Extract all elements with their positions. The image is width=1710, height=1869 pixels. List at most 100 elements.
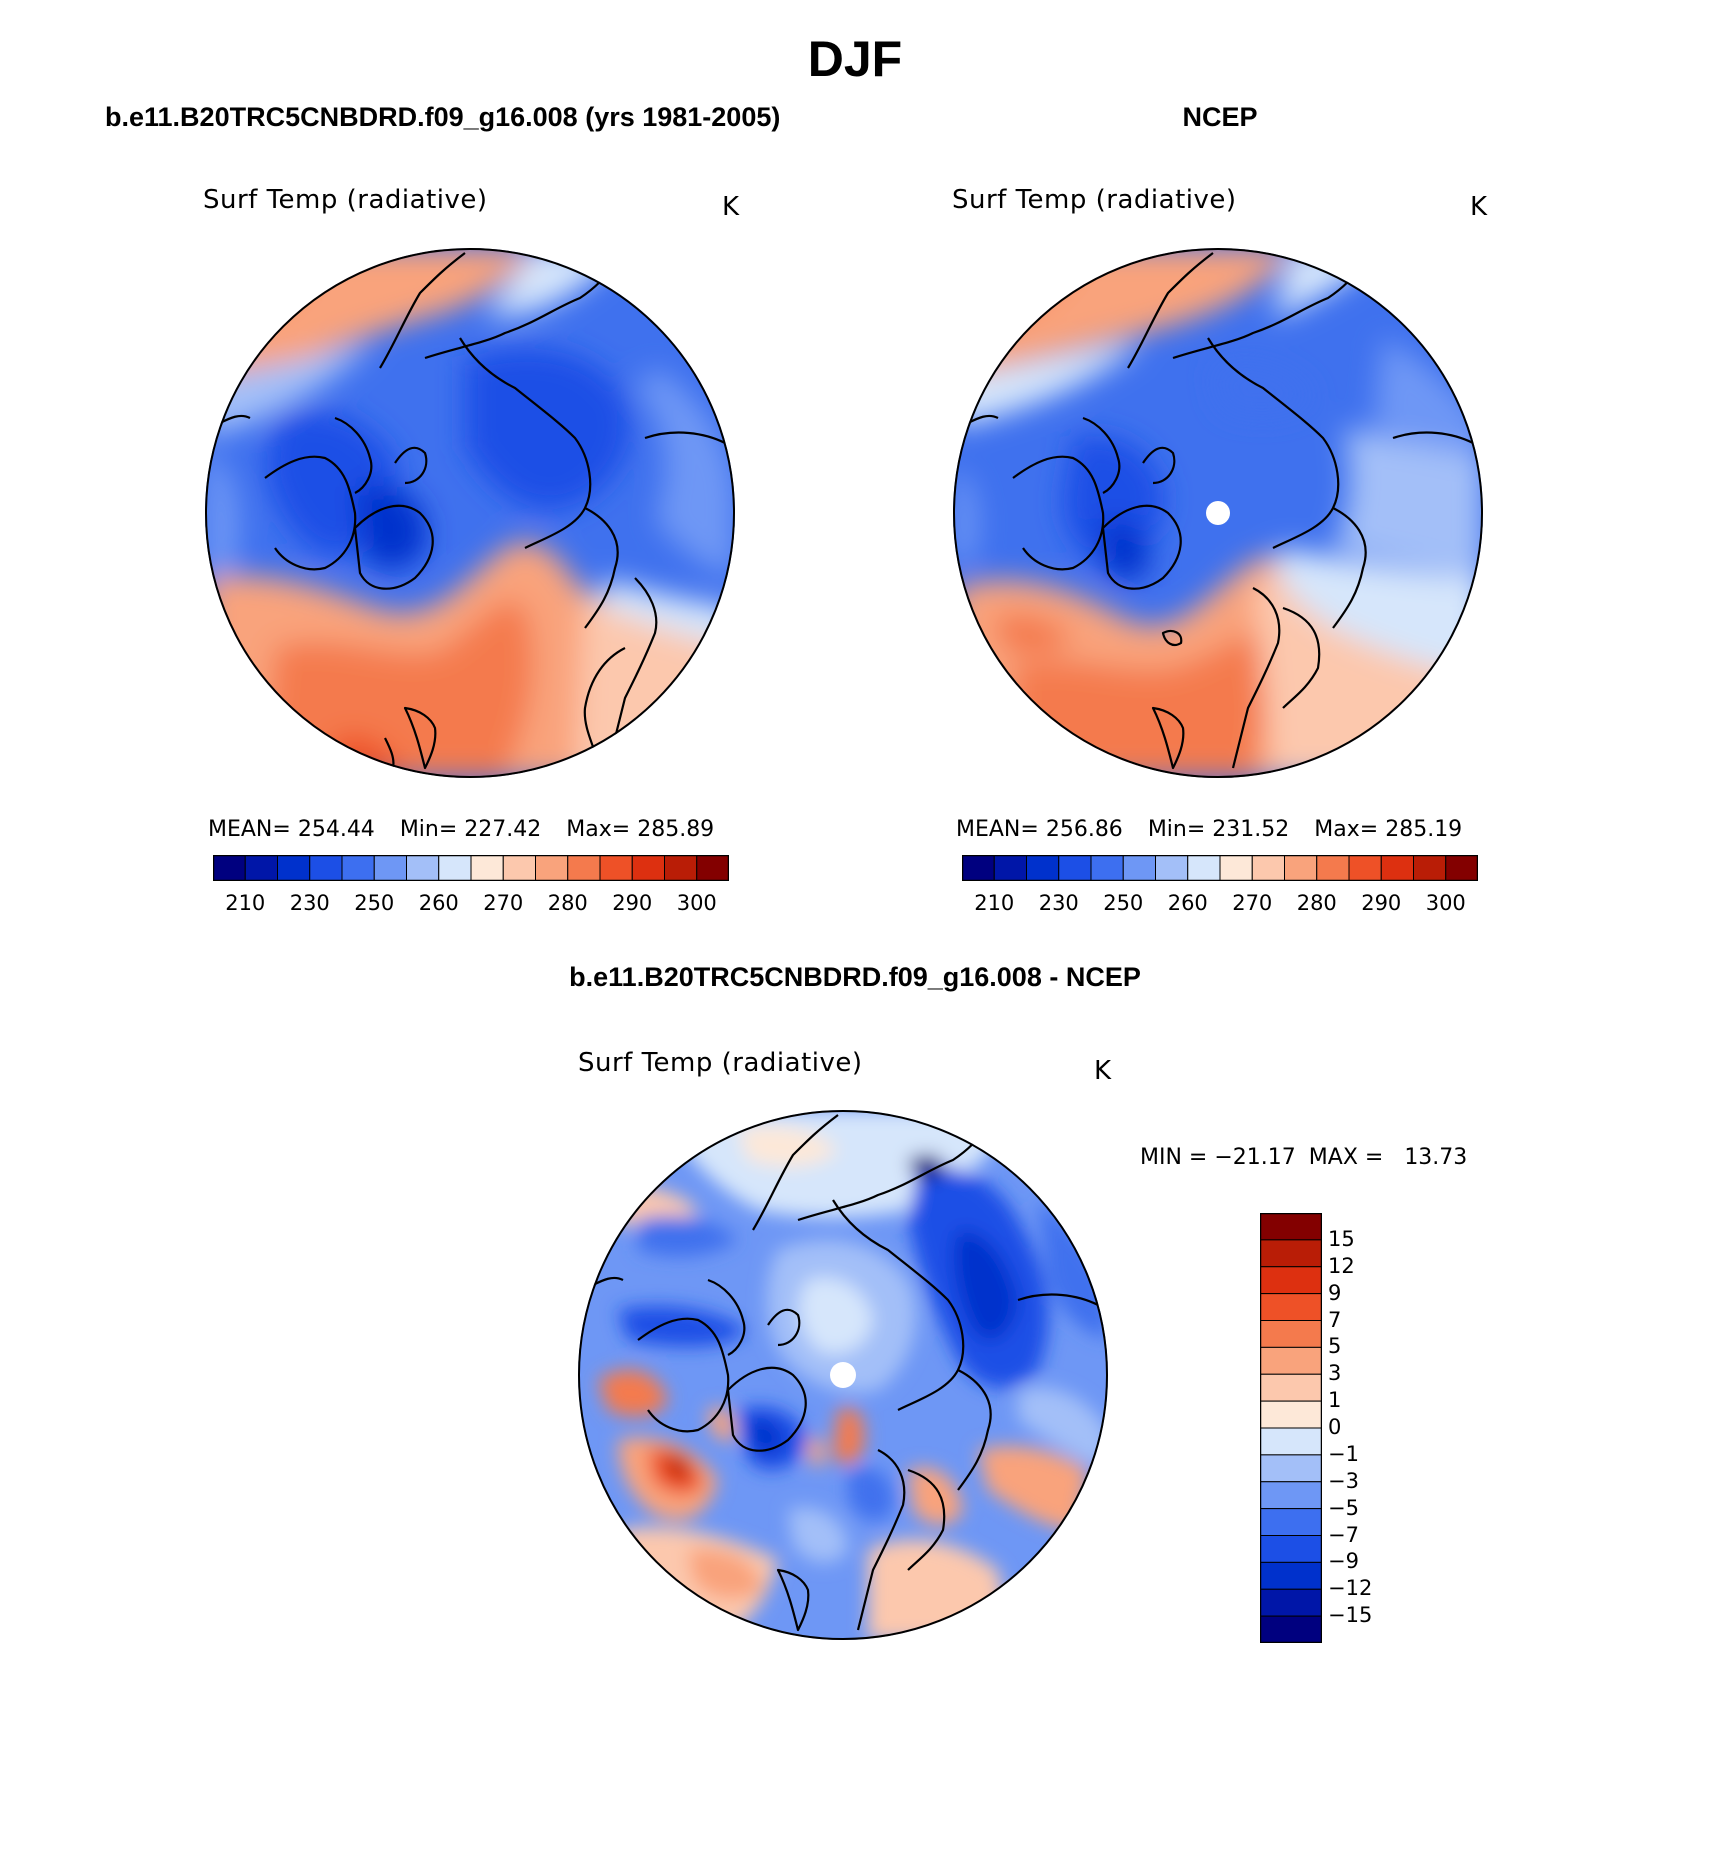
diff-colorbar-tick-label: 1 bbox=[1328, 1388, 1342, 1413]
diff-colorbar-ticks: 15 12 9 7 5 3 1 0 −1 −3 −5 −7 −9 −12 −15 bbox=[1328, 1213, 1408, 1643]
model-units-label: K bbox=[722, 192, 740, 222]
model-colorbar-tick-label: 210 bbox=[225, 891, 266, 915]
diff-colorbar bbox=[1260, 1213, 1322, 1643]
diff-colorbar-swatch bbox=[1260, 1561, 1322, 1590]
model-mean-label: MEAN= bbox=[208, 817, 291, 842]
obs-colorbar-tick-label: 270 bbox=[1232, 891, 1273, 915]
diff-colorbar-swatch bbox=[1260, 1615, 1322, 1643]
model-max-label: Max= bbox=[566, 817, 631, 842]
obs-colorbar-swatch bbox=[1316, 855, 1350, 881]
model-colorbar-tick-label: 230 bbox=[289, 891, 330, 915]
obs-colorbar-swatch bbox=[1445, 855, 1478, 881]
model-colorbar-swatch bbox=[696, 855, 729, 881]
obs-colorbar-tick-label: 230 bbox=[1038, 891, 1079, 915]
model-colorbar-tick-label: 290 bbox=[612, 891, 653, 915]
diff-colorbar-tick-label: 3 bbox=[1328, 1361, 1342, 1386]
obs-pole-marker bbox=[1206, 501, 1230, 525]
obs-colorbar-swatch bbox=[962, 855, 995, 881]
diff-colorbar-swatch bbox=[1260, 1239, 1322, 1268]
obs-colorbar-swatch bbox=[1219, 855, 1253, 881]
diff-colorbar-tick-label: −5 bbox=[1328, 1495, 1359, 1520]
obs-colorbar-swatch bbox=[1348, 855, 1382, 881]
model-colorbar-swatch bbox=[599, 855, 633, 881]
diff-colorbar-tick-label: −3 bbox=[1328, 1468, 1359, 1493]
page-title: DJF bbox=[807, 31, 903, 87]
diff-colorbar-tick-label: −9 bbox=[1328, 1549, 1359, 1574]
obs-polar-map bbox=[953, 248, 1483, 778]
obs-mean-label: MEAN= bbox=[956, 817, 1039, 842]
diff-variable-label: Surf Temp (radiative) bbox=[578, 1048, 863, 1078]
model-colorbar-swatch bbox=[438, 855, 472, 881]
obs-colorbar-swatch bbox=[1380, 855, 1414, 881]
obs-colorbar-swatch bbox=[1026, 855, 1060, 881]
model-colorbar bbox=[213, 855, 729, 881]
obs-panel-header: NCEP bbox=[1182, 102, 1258, 132]
obs-max-label: Max= bbox=[1314, 817, 1379, 842]
model-stats: MEAN= 254.44 Min= 227.42 Max= 285.89 bbox=[208, 817, 714, 842]
diff-colorbar-swatch bbox=[1260, 1454, 1322, 1483]
obs-min-label: Min= bbox=[1147, 817, 1206, 842]
diff-colorbar-swatch bbox=[1260, 1508, 1322, 1536]
diff-colorbar-tick-label: 15 bbox=[1328, 1226, 1355, 1251]
model-colorbar-tick-label: 260 bbox=[418, 891, 459, 915]
model-colorbar-swatch bbox=[567, 855, 601, 881]
diff-colorbar-swatch bbox=[1260, 1266, 1322, 1295]
diff-colorbar-tick-label: −12 bbox=[1328, 1576, 1373, 1601]
model-colorbar-tick-label: 280 bbox=[547, 891, 588, 915]
diff-colorbar-tick-label: 5 bbox=[1328, 1334, 1342, 1359]
model-variable-label: Surf Temp (radiative) bbox=[203, 185, 488, 215]
diff-pole-marker bbox=[830, 1362, 856, 1388]
obs-colorbar-swatch bbox=[1058, 855, 1092, 881]
diff-colorbar-tick-label: −15 bbox=[1328, 1603, 1373, 1628]
model-polar-map bbox=[205, 248, 735, 778]
model-colorbar-swatch bbox=[470, 855, 504, 881]
diff-polar-map bbox=[578, 1110, 1108, 1640]
obs-units-label: K bbox=[1470, 192, 1488, 222]
diff-colorbar-swatch bbox=[1260, 1481, 1322, 1510]
model-colorbar-swatch bbox=[341, 855, 375, 881]
diff-colorbar-swatch bbox=[1260, 1293, 1322, 1321]
obs-colorbar-swatch bbox=[1155, 855, 1189, 881]
model-colorbar-swatch bbox=[373, 855, 407, 881]
diff-colorbar-tick-label: −7 bbox=[1328, 1522, 1359, 1547]
obs-colorbar bbox=[962, 855, 1478, 881]
model-colorbar-swatch bbox=[244, 855, 278, 881]
diff-colorbar-swatch bbox=[1260, 1320, 1322, 1348]
obs-colorbar-tick-label: 210 bbox=[974, 891, 1015, 915]
diff-stats: MIN = −21.17 MAX = 13.73 bbox=[1140, 1145, 1467, 1170]
diff-panel-header: b.e11.B20TRC5CNBDRD.f09_g16.008 - NCEP bbox=[569, 962, 1141, 992]
obs-colorbar-ticks: 210 230 250 260 270 280 290 300 bbox=[962, 891, 1478, 917]
obs-colorbar-swatch bbox=[993, 855, 1027, 881]
model-colorbar-swatch bbox=[502, 855, 536, 881]
diff-colorbar-swatch bbox=[1260, 1535, 1322, 1563]
model-max-value: 285.89 bbox=[637, 817, 715, 842]
obs-variable-label: Surf Temp (radiative) bbox=[952, 185, 1237, 215]
model-min-label: Min= bbox=[399, 817, 458, 842]
model-colorbar-tick-label: 300 bbox=[676, 891, 717, 915]
obs-min-value: 231.52 bbox=[1212, 817, 1290, 842]
diff-units-label: K bbox=[1094, 1056, 1112, 1086]
diff-max-value: 13.73 bbox=[1404, 1145, 1468, 1170]
obs-colorbar-swatch bbox=[1284, 855, 1318, 881]
model-colorbar-tick-label: 250 bbox=[354, 891, 395, 915]
obs-colorbar-tick-label: 300 bbox=[1425, 891, 1466, 915]
obs-max-value: 285.19 bbox=[1385, 817, 1463, 842]
obs-colorbar-swatch bbox=[1413, 855, 1447, 881]
obs-mean-value: 256.86 bbox=[1045, 817, 1123, 842]
diff-colorbar-swatch bbox=[1260, 1373, 1322, 1402]
diff-colorbar-tick-label: −1 bbox=[1328, 1441, 1359, 1466]
obs-colorbar-swatch bbox=[1122, 855, 1156, 881]
model-colorbar-swatch bbox=[631, 855, 665, 881]
model-colorbar-ticks: 210 230 250 260 270 280 290 300 bbox=[213, 891, 729, 917]
model-colorbar-swatch bbox=[535, 855, 569, 881]
model-panel-header: b.e11.B20TRC5CNBDRD.f09_g16.008 (yrs 198… bbox=[105, 102, 781, 132]
diff-colorbar-tick-label: 9 bbox=[1328, 1280, 1342, 1305]
model-colorbar-tick-label: 270 bbox=[483, 891, 524, 915]
diff-max-label: MAX = bbox=[1308, 1145, 1384, 1170]
diff-colorbar-swatch bbox=[1260, 1213, 1322, 1241]
obs-colorbar-swatch bbox=[1251, 855, 1285, 881]
diff-colorbar-swatch bbox=[1260, 1346, 1322, 1375]
obs-colorbar-swatch bbox=[1090, 855, 1124, 881]
model-colorbar-swatch bbox=[664, 855, 698, 881]
model-colorbar-swatch bbox=[406, 855, 440, 881]
